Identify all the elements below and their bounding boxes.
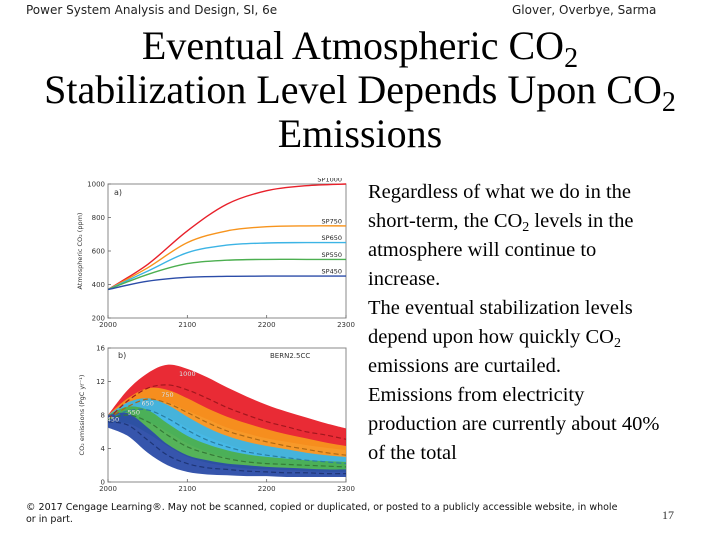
- panel-b-xtick-label: 2100: [178, 485, 196, 492]
- label-sp750: SP750: [322, 217, 342, 225]
- panel-b-ylabel: CO₂ emissions (PgC yr⁻¹): [78, 375, 86, 456]
- panel-b-ytick-label: 16: [96, 345, 105, 353]
- panel-a-ytick-label: 600: [92, 248, 105, 256]
- line-sp450: [107, 275, 346, 291]
- header-authors: Glover, Overbye, Sarma: [512, 3, 657, 17]
- mean-line-650: [107, 408, 347, 465]
- panel-b-xtick-label: 2200: [258, 485, 276, 492]
- slide-title: Eventual Atmospheric CO2 Stabilization L…: [0, 24, 720, 156]
- copyright-footer: © 2017 Cengage Learning®. May not be sca…: [26, 502, 618, 525]
- label-sp450: SP450: [322, 268, 342, 276]
- title-line-3: Emissions: [277, 111, 443, 156]
- body-paragraph-3: Emissions from electricity production ar…: [368, 384, 660, 464]
- band-label-550: 550: [128, 409, 140, 417]
- panel-b-xtick-label: 2300: [337, 485, 355, 492]
- title-line-2: Stabilization Level Depends Upon CO2: [44, 67, 676, 118]
- panel-b-ytick-label: 12: [96, 378, 105, 386]
- mean-line-450: [107, 421, 347, 475]
- panel-a-xtick-label: 2200: [258, 321, 276, 329]
- panel-a-xtick-label: 2000: [99, 321, 117, 329]
- panel-b-co2-emissions: b) BERN2.5CC CO₂ emissions (PgC yr⁻¹) 20…: [78, 345, 355, 494]
- co2-charts-svg: a) Atmospheric CO₂ (ppm) 2000 2100 2200 230…: [76, 176, 355, 494]
- band-label-650: 650: [141, 399, 153, 407]
- panel-a-atmospheric-co2: a) Atmospheric CO₂ (ppm) 2000 2100 2200 230…: [76, 176, 355, 330]
- panel-b-xtick-label: 2000: [99, 485, 117, 492]
- title-line-1: Eventual Atmospheric CO2: [141, 23, 579, 74]
- line-sp550: [107, 258, 346, 291]
- panel-b-ytick-label: 4: [101, 445, 106, 453]
- panel-a-ylabel: Atmospheric CO₂ (ppm): [76, 213, 84, 290]
- page-number: 17: [662, 508, 674, 522]
- panel-b-label: b): [118, 351, 126, 360]
- band-1000: [108, 364, 346, 451]
- band-650: [108, 398, 346, 470]
- slide-body: Regardless of what we do in the short-te…: [368, 178, 668, 468]
- label-sp1000: SP1000: [317, 178, 342, 184]
- line-sp750: [107, 225, 347, 291]
- mean-line-1000: [107, 384, 347, 440]
- panel-a-ytick-label: 200: [92, 315, 105, 323]
- panel-b-ytick-label: 0: [101, 479, 105, 487]
- label-sp650: SP650: [322, 234, 342, 242]
- panel-a-frame: [107, 183, 347, 319]
- body-paragraph-1: Regardless of what we do in the short-te…: [368, 181, 634, 290]
- label-sp550: SP550: [322, 251, 342, 259]
- header-course-title: Power System Analysis and Design, SI, 6e: [26, 3, 278, 17]
- band-label-450: 450: [107, 416, 119, 424]
- mean-line-550: [107, 414, 347, 468]
- panel-a-ytick-label: 800: [92, 214, 105, 222]
- band-label-1000: 1000: [179, 370, 196, 378]
- panel-a-ytick-label: 1000: [87, 181, 105, 189]
- panel-b-ytick-label: 8: [101, 412, 105, 420]
- panel-a-xtick-label: 2300: [337, 321, 355, 329]
- mean-line-750: [107, 398, 347, 456]
- panel-a-xtick-label: 2100: [178, 321, 196, 329]
- line-sp650: [107, 241, 346, 291]
- band-label-750: 750: [161, 391, 173, 399]
- panel-a-label: a): [114, 188, 122, 197]
- body-paragraph-2: The eventual stabilization levels depend…: [368, 297, 633, 377]
- band-450: [108, 412, 346, 478]
- panel-a-ytick-label: 400: [92, 281, 105, 289]
- line-sp1000: [107, 183, 347, 291]
- panel-b-model-label: BERN2.5CC: [270, 352, 310, 360]
- co2-figure: a) Atmospheric CO₂ (ppm) 2000 2100 2200 230…: [70, 176, 360, 494]
